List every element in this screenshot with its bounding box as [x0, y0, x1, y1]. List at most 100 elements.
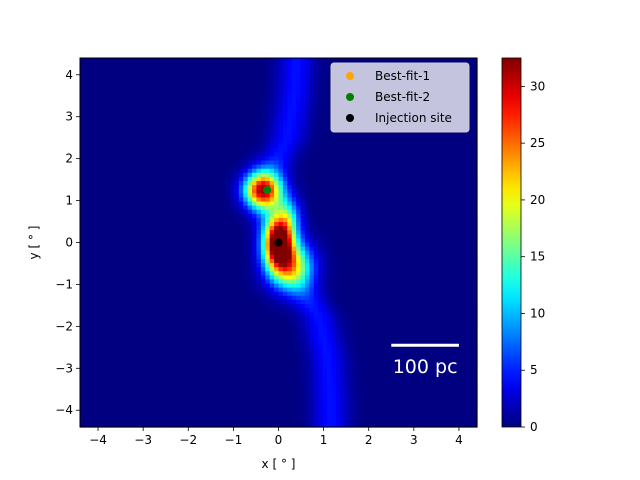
heatmap-cell — [168, 234, 174, 239]
heatmap-cell — [278, 349, 284, 354]
heatmap-cell — [88, 226, 94, 231]
heatmap-cell — [274, 324, 280, 330]
heatmap-cell — [274, 226, 280, 231]
heatmap-cell — [190, 377, 196, 383]
heatmap-cell — [146, 234, 152, 239]
heatmap-cell — [110, 422, 116, 428]
heatmap-cell — [238, 242, 244, 248]
heatmap-cell — [146, 349, 152, 354]
heatmap-cell — [97, 414, 103, 420]
heatmap-cell — [172, 168, 178, 174]
heatmap-cell — [102, 258, 108, 264]
heatmap-cell — [172, 267, 178, 272]
heatmap-cell — [225, 107, 231, 112]
heatmap-cell — [124, 394, 130, 399]
heatmap-cell — [256, 394, 262, 399]
heatmap-cell — [282, 349, 288, 354]
heatmap-cell — [216, 299, 222, 305]
heatmap-cell — [291, 226, 297, 231]
heatmap-cell — [102, 189, 108, 194]
heatmap-cell — [119, 152, 125, 157]
heatmap-cell — [216, 258, 222, 264]
heatmap-cell — [194, 140, 200, 145]
heatmap-cell — [304, 299, 310, 305]
heatmap-cell — [229, 345, 235, 350]
heatmap-cell — [106, 271, 112, 276]
heatmap-cell — [318, 217, 324, 223]
heatmap-cell — [234, 94, 240, 100]
heatmap-cell — [93, 336, 99, 342]
heatmap-cell — [252, 242, 258, 248]
heatmap-cell — [185, 234, 191, 239]
heatmap-cell — [309, 320, 315, 326]
heatmap-cell — [318, 135, 324, 141]
heatmap-cell — [194, 144, 200, 149]
heatmap-cell — [265, 152, 271, 157]
heatmap-cell — [194, 222, 200, 227]
heatmap-cell — [309, 164, 315, 170]
heatmap-cell — [225, 86, 231, 92]
heatmap-cell — [102, 209, 108, 215]
heatmap-cell — [88, 197, 94, 203]
heatmap-cell — [84, 164, 90, 170]
heatmap-cell — [97, 148, 103, 153]
heatmap-cell — [318, 332, 324, 338]
heatmap-cell — [274, 111, 280, 116]
heatmap-cell — [172, 172, 178, 178]
heatmap-cell — [132, 242, 138, 248]
heatmap-cell — [243, 365, 249, 371]
heatmap-cell — [247, 390, 253, 395]
heatmap-cell — [252, 357, 258, 362]
heatmap-cell — [150, 386, 156, 391]
heatmap-cell — [296, 377, 302, 383]
heatmap-cell — [274, 66, 280, 71]
heatmap-cell — [154, 205, 160, 211]
heatmap-cell — [221, 320, 227, 326]
heatmap-cell — [203, 373, 209, 379]
heatmap-cell — [322, 152, 328, 157]
heatmap-cell — [146, 312, 152, 317]
heatmap-cell — [274, 99, 280, 104]
heatmap-cell — [252, 168, 258, 174]
heatmap-cell — [225, 406, 231, 412]
heatmap-cell — [287, 291, 293, 297]
heatmap-cell — [84, 287, 90, 293]
heatmap-cell — [243, 271, 249, 276]
heatmap-cell — [110, 152, 116, 157]
heatmap-cell — [124, 156, 130, 162]
heatmap-cell — [287, 361, 293, 367]
heatmap-cell — [221, 234, 227, 239]
heatmap-cell — [225, 222, 231, 227]
heatmap-cell — [287, 386, 293, 391]
heatmap-cell — [221, 111, 227, 116]
heatmap-cell — [304, 332, 310, 338]
heatmap-cell — [260, 328, 266, 334]
heatmap-cell — [238, 250, 244, 256]
heatmap-cell — [159, 422, 165, 428]
heatmap-cell — [207, 258, 213, 264]
heatmap-cell — [110, 406, 116, 412]
heatmap-cell — [190, 373, 196, 379]
heatmap-cell — [221, 332, 227, 338]
heatmap-cell — [102, 250, 108, 256]
heatmap-cell — [110, 189, 116, 194]
heatmap-cell — [119, 58, 125, 63]
heatmap-cell — [252, 172, 258, 178]
heatmap-cell — [124, 316, 130, 321]
heatmap-cell — [221, 123, 227, 129]
heatmap-cell — [97, 135, 103, 141]
heatmap-cell — [199, 181, 205, 186]
heatmap-cell — [282, 213, 288, 219]
heatmap-cell — [190, 349, 196, 354]
heatmap-cell — [296, 418, 302, 424]
heatmap-cell — [265, 345, 271, 350]
heatmap-cell — [185, 345, 191, 350]
heatmap-cell — [124, 140, 130, 145]
heatmap-cell — [265, 316, 271, 321]
heatmap-cell — [269, 336, 275, 342]
heatmap-cell — [278, 189, 284, 194]
heatmap-cell — [181, 103, 187, 108]
heatmap-cell — [102, 336, 108, 342]
heatmap-cell — [97, 119, 103, 125]
heatmap-cell — [168, 332, 174, 338]
